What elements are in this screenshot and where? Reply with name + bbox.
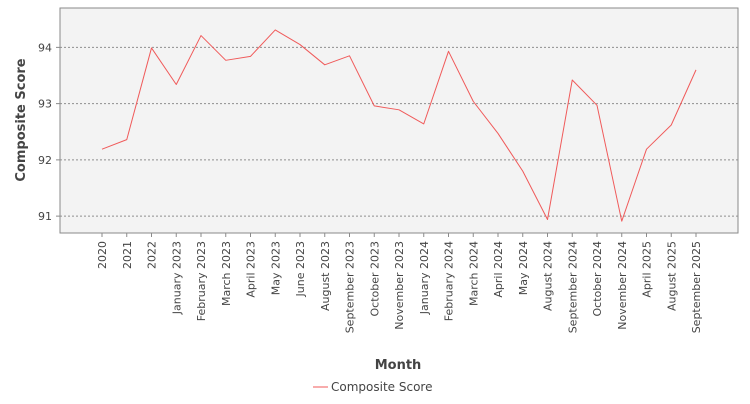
data-point: [570, 78, 574, 82]
data-point: [645, 147, 649, 151]
x-tick-label: April 2023: [245, 241, 258, 298]
data-point: [546, 218, 550, 222]
y-tick-label: 93: [38, 98, 52, 111]
x-tick-label: September 2025: [690, 241, 703, 333]
series-lines: [100, 28, 698, 223]
data-point: [669, 123, 673, 127]
y-axis-ticks: 91 92 93 94: [38, 41, 60, 223]
data-point: [471, 99, 475, 103]
y-tick-label: 91: [38, 210, 52, 223]
data-point: [100, 147, 104, 151]
data-point: [422, 122, 426, 126]
x-tick-label: August 2025: [665, 241, 678, 311]
x-tick-label: January 2023: [170, 241, 183, 315]
x-tick-label: April 2024: [492, 241, 505, 298]
plot-area: [59, 7, 739, 234]
data-point: [298, 43, 302, 47]
data-point: [249, 54, 253, 58]
data-point: [273, 28, 277, 32]
data-point: [125, 138, 129, 142]
data-point: [694, 68, 698, 72]
grid-lines: [60, 46, 738, 217]
x-axis-ticks: 2020 2021 2022 January 2023 February 2023 Mar…: [96, 233, 703, 333]
data-point: [595, 103, 599, 107]
y-tick-label: 94: [38, 41, 52, 54]
data-point: [620, 219, 624, 223]
x-axis-label: Month: [375, 358, 422, 373]
data-point: [521, 169, 525, 173]
x-tick-label: May 2024: [517, 241, 530, 295]
x-tick-label: March 2023: [220, 241, 233, 306]
series-line: [101, 29, 697, 222]
x-tick-label: 2022: [146, 241, 159, 269]
x-tick-label: September 2023: [344, 241, 357, 333]
data-point: [496, 131, 500, 135]
x-tick-label: 2020: [96, 241, 109, 269]
x-tick-label: May 2023: [269, 241, 282, 295]
x-tick-label: January 2024: [418, 241, 431, 315]
x-tick-label: March 2024: [467, 241, 480, 306]
x-tick-label: August 2024: [542, 241, 555, 311]
data-point: [150, 46, 154, 50]
legend: Composite Score: [313, 380, 432, 394]
data-point: [348, 54, 352, 58]
x-tick-label: November 2024: [616, 241, 629, 330]
x-tick-label: November 2023: [393, 241, 406, 330]
x-tick-label: February 2023: [195, 241, 208, 321]
x-tick-label: April 2025: [641, 241, 654, 298]
legend-label: Composite Score: [331, 380, 432, 394]
data-point: [447, 49, 451, 53]
y-axis-label: Composite Score: [14, 58, 29, 181]
data-point: [199, 34, 203, 38]
y-tick-label: 92: [38, 154, 52, 167]
data-point: [224, 58, 228, 62]
x-tick-label: August 2023: [319, 241, 332, 311]
x-tick-label: October 2024: [591, 241, 604, 317]
x-tick-label: 2021: [121, 241, 134, 269]
x-tick-label: September 2024: [566, 241, 579, 333]
data-point: [372, 104, 376, 108]
data-point: [323, 63, 327, 67]
data-point: [174, 83, 178, 87]
x-tick-label: February 2024: [443, 241, 456, 321]
x-tick-label: June 2023: [294, 241, 307, 297]
data-point: [397, 108, 401, 112]
x-tick-label: October 2023: [368, 241, 381, 317]
